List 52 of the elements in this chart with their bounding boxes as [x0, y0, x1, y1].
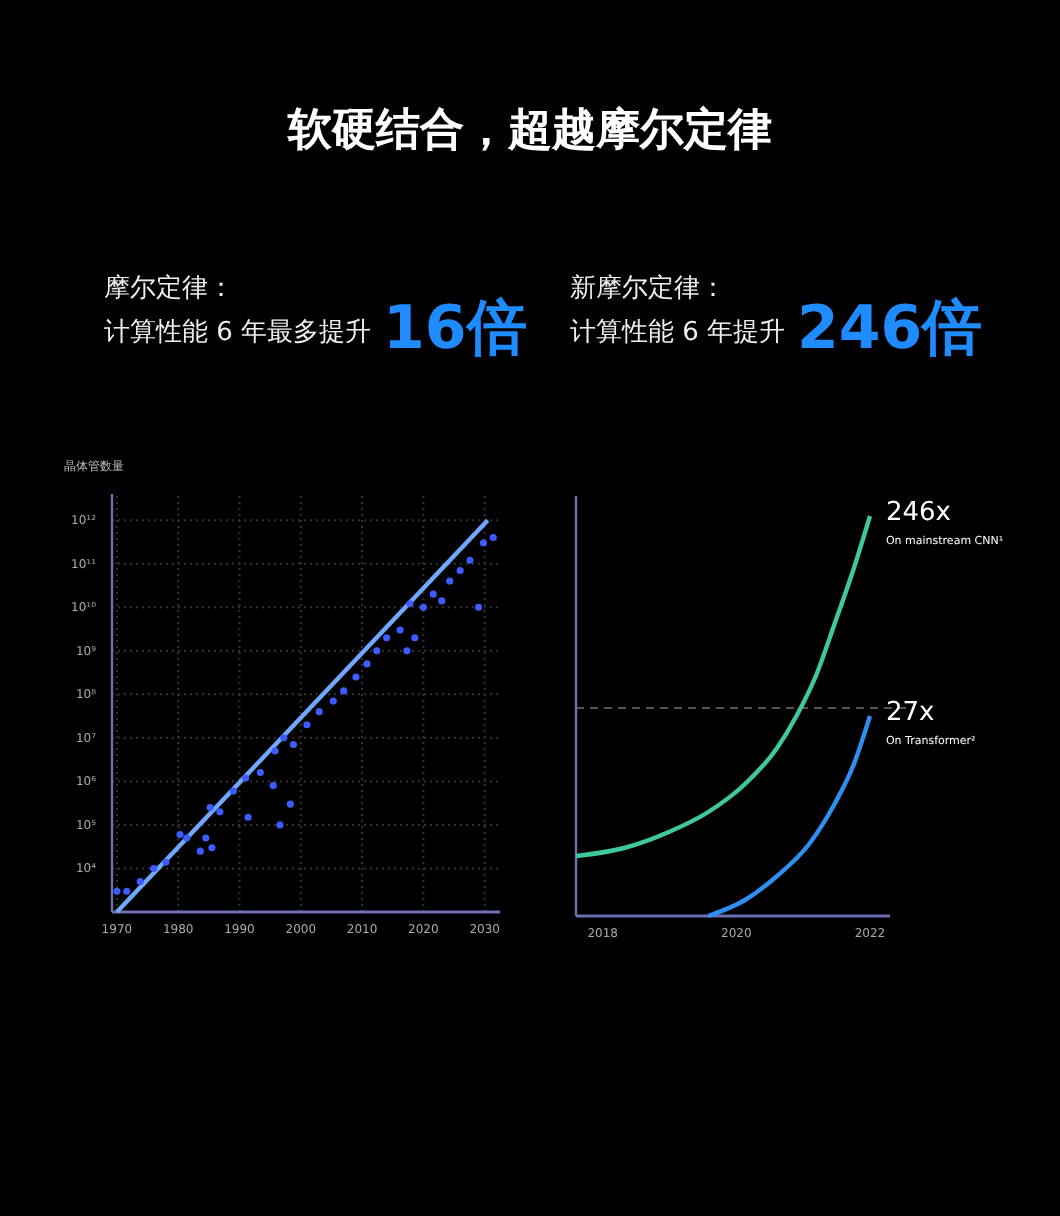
point — [229, 787, 237, 795]
point — [474, 603, 483, 611]
point — [162, 858, 170, 866]
text: 246倍 — [797, 294, 983, 364]
point — [242, 774, 250, 782]
text: 计算性能 6 年提升 — [570, 318, 786, 348]
point — [303, 721, 311, 729]
point — [315, 708, 323, 716]
point — [269, 782, 277, 790]
point — [150, 864, 158, 873]
point — [383, 634, 391, 642]
point — [419, 603, 427, 611]
point — [256, 768, 264, 777]
point — [113, 887, 121, 895]
point — [329, 697, 337, 705]
point — [271, 747, 279, 755]
point — [202, 834, 210, 842]
point — [176, 831, 184, 839]
point — [289, 741, 297, 749]
point — [286, 800, 294, 808]
point — [123, 887, 131, 895]
point — [396, 626, 404, 634]
point — [276, 821, 284, 829]
point — [411, 634, 419, 642]
point — [373, 647, 381, 655]
annotation: 27x — [885, 698, 936, 728]
point — [406, 600, 414, 608]
point — [280, 734, 288, 742]
text: 计算性能 6 年最多提升 — [104, 318, 372, 348]
point — [403, 647, 411, 655]
point — [216, 808, 224, 816]
point — [363, 660, 371, 668]
point — [479, 539, 488, 547]
point — [208, 844, 216, 852]
point — [206, 804, 214, 812]
text: 摩尔定律： — [104, 274, 234, 304]
text: 新摩尔定律： — [570, 274, 726, 304]
point — [183, 834, 191, 842]
point — [446, 577, 454, 585]
point — [352, 673, 360, 681]
point — [438, 597, 446, 605]
point — [136, 878, 144, 886]
point — [429, 590, 437, 598]
point — [466, 556, 474, 564]
annotation: 246x — [885, 498, 952, 528]
point — [340, 687, 348, 695]
chart-title: 软硬结合，超越摩尔定律 — [286, 104, 772, 156]
point — [196, 847, 204, 855]
point — [489, 533, 497, 542]
point — [244, 813, 252, 821]
point — [456, 566, 464, 575]
text: 16倍 — [383, 294, 527, 364]
